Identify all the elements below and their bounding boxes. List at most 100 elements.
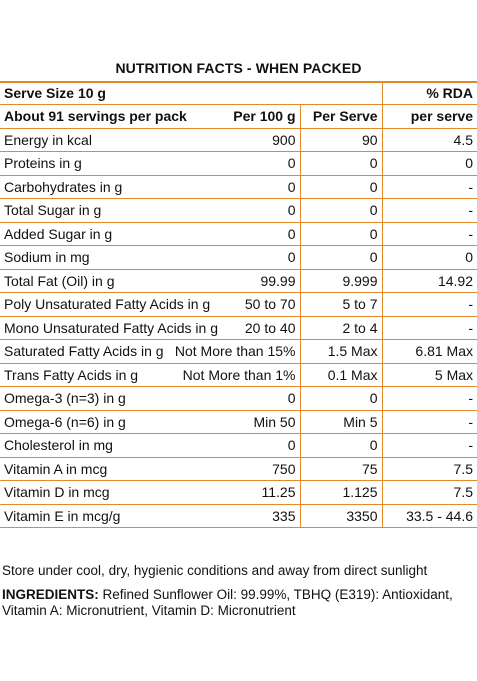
table-row: Poly Unsaturated Fatty Acids in g 50 to 7… [0, 292, 477, 317]
table-row: Sodium in mg 0 0 0 [0, 245, 477, 270]
per-serve-value: 0 [299, 222, 383, 246]
per-100g-value: 11.25 [261, 484, 296, 501]
per-100g-value: 750 [272, 460, 296, 477]
nutrient-cell: Added Sugar in g 0 [0, 222, 300, 246]
ingredients-text-line2: Vitamin A: Micronutrient, Vitamin D: Mic… [2, 603, 296, 618]
nutrient-name: Cholesterol in mg [4, 437, 113, 454]
per-100g-value: 0 [287, 202, 296, 219]
table-row: Mono Unsaturated Fatty Acids in g 20 to 4… [0, 316, 477, 340]
per-100g-value: 900 [272, 131, 296, 148]
per-serve-value: 0 [299, 245, 383, 270]
per-serve-value: 0 [299, 151, 383, 176]
nutrient-name: Added Sugar in g [4, 225, 113, 242]
nutrient-cell: Poly Unsaturated Fatty Acids in g 50 to 7… [0, 292, 300, 317]
per-100g-value: Not More than 1% [182, 366, 296, 383]
per-serve-value: 2 to 4 [299, 316, 383, 340]
rda-value: - [381, 222, 477, 246]
rda-value: 5 Max [381, 363, 477, 387]
per-100g-value: 0 [287, 178, 296, 195]
rda-value: - [381, 386, 477, 411]
per-serve-value: 5 to 7 [299, 292, 383, 317]
column-header-per-100g: Per 100 g [233, 108, 296, 125]
per-100g-value: 0 [287, 249, 296, 266]
nutrient-name: Sodium in mg [4, 249, 90, 266]
nutrient-cell: Vitamin A in mcg 750 [0, 457, 300, 481]
table-row: Vitamin E in mcg/g 335 3350 33.5 - 44.6 [0, 504, 477, 528]
ingredients-text: Refined Sunflower Oil: 99.99%, TBHQ (E31… [102, 587, 453, 602]
per-serve-value: 1.5 Max [299, 339, 383, 364]
per-100g-value: 0 [287, 155, 296, 172]
per-100g-value: Min 50 [253, 413, 296, 430]
nutrient-cell: Omega-3 (n=3) in g 0 [0, 386, 300, 411]
table-row: Total Fat (Oil) in g 99.99 9.999 14.92 [0, 269, 477, 293]
rda-value: 6.81 Max [381, 339, 477, 364]
per-serve-value: 0 [299, 386, 383, 411]
per-100g-value: 0 [287, 225, 296, 242]
rda-value: - [381, 198, 477, 223]
servings-label: About 91 servings per pack [4, 108, 187, 125]
rda-value: 33.5 - 44.6 [381, 504, 477, 528]
header-row-columns: About 91 servings per pack Per 100 g Per… [0, 104, 477, 129]
per-100g-value: 0 [287, 390, 296, 407]
column-header-rda-per-serve: per serve [381, 104, 477, 129]
rda-value: - [381, 175, 477, 199]
nutrient-cell: Proteins in g 0 [0, 151, 300, 176]
nutrient-name: Vitamin E in mcg/g [4, 507, 121, 524]
nutrient-cell: Saturated Fatty Acids in g Not More than … [0, 339, 300, 364]
rda-value: - [381, 292, 477, 317]
ingredients-block: INGREDIENTS: Refined Sunflower Oil: 99.9… [2, 587, 472, 619]
per-100g-value: Not More than 15% [174, 343, 296, 360]
table-row: Cholesterol in mg 0 0- [0, 433, 477, 458]
nutrient-name: Carbohydrates in g [4, 178, 123, 195]
nutrient-cell: Total Sugar in g 0 [0, 198, 300, 223]
table-row: Vitamin D in mcg 11.25 1.125 7.5 [0, 480, 477, 505]
nutrient-cell: Sodium in mg 0 [0, 245, 300, 270]
serve-size-label: Serve Size 10 g [0, 81, 383, 105]
nutrient-cell: Cholesterol in mg 0 [0, 433, 300, 458]
per-serve-value: 9.999 [299, 269, 383, 293]
per-serve-value: 0 [299, 433, 383, 458]
rda-value: - [381, 433, 477, 458]
table-row: Omega-6 (n=6) in g Min 50 Min 5- [0, 410, 477, 434]
nutrient-cell: Carbohydrates in g 0 [0, 175, 300, 199]
per-serve-value: Min 5 [299, 410, 383, 434]
servings-per-pack: About 91 servings per pack Per 100 g [0, 104, 300, 129]
per-serve-value: 90 [299, 128, 383, 152]
nutrient-name: Total Sugar in g [4, 202, 102, 219]
table-row: Energy in kcal 900 90 4.5 [0, 128, 477, 152]
per-100g-value: 99.99 [260, 272, 296, 289]
nutrient-name: Saturated Fatty Acids in g [4, 343, 164, 360]
per-100g-value: 0 [287, 437, 296, 454]
rda-value: 7.5 [381, 457, 477, 481]
nutrient-name: Poly Unsaturated Fatty Acids in g [4, 296, 211, 313]
rda-header: % RDA [381, 81, 477, 105]
per-100g-value: 50 to 70 [244, 296, 296, 313]
nutrient-name: Omega-6 (n=6) in g [4, 413, 126, 430]
nutrient-cell: Total Fat (Oil) in g 99.99 [0, 269, 300, 293]
table-row: Saturated Fatty Acids in g Not More than … [0, 339, 477, 364]
nutrient-name: Vitamin A in mcg [4, 460, 108, 477]
per-serve-value: 1.125 [299, 480, 383, 505]
storage-instructions: Store under cool, dry, hygienic conditio… [2, 563, 428, 578]
table-row: Trans Fatty Acids in g Not More than 1% 0.… [0, 363, 477, 387]
rda-value: 14.92 [381, 269, 477, 293]
rda-value: - [381, 316, 477, 340]
nutrient-name: Mono Unsaturated Fatty Acids in g [4, 319, 218, 336]
nutrient-name: Omega-3 (n=3) in g [4, 390, 126, 407]
rda-value: 0 [381, 245, 477, 270]
rda-value: 7.5 [381, 480, 477, 505]
rda-value: 4.5 [381, 128, 477, 152]
per-100g-value: 20 to 40 [244, 319, 296, 336]
per-100g-value: 335 [272, 507, 296, 524]
nutrient-name: Total Fat (Oil) in g [4, 272, 115, 289]
nutrient-name: Trans Fatty Acids in g [4, 366, 139, 383]
nutrient-name: Vitamin D in mcg [4, 484, 110, 501]
nutrient-cell: Vitamin E in mcg/g 335 [0, 504, 300, 528]
nutrient-cell: Omega-6 (n=6) in g Min 50 [0, 410, 300, 434]
per-serve-value: 3350 [299, 504, 383, 528]
nutrient-cell: Vitamin D in mcg 11.25 [0, 480, 300, 505]
